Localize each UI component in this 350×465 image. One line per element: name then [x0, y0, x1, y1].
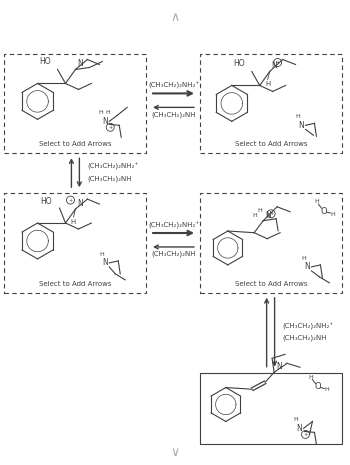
- Text: N: N: [77, 199, 83, 208]
- Text: H: H: [295, 114, 300, 120]
- Text: (CH₃CH₂)₂NH: (CH₃CH₂)₂NH: [88, 175, 132, 182]
- Text: HO: HO: [40, 197, 51, 206]
- Text: (CH₃CH₂)₂NH₂⁺: (CH₃CH₂)₂NH₂⁺: [88, 163, 139, 170]
- Bar: [4, 53, 146, 153]
- Text: +: +: [68, 198, 72, 203]
- Text: H: H: [253, 213, 258, 218]
- Text: H: H: [293, 418, 298, 422]
- Text: ∨: ∨: [170, 446, 180, 459]
- Text: N: N: [297, 424, 302, 433]
- Text: H: H: [99, 252, 104, 257]
- Text: N: N: [103, 259, 108, 267]
- Text: Select to Add Arrows: Select to Add Arrows: [235, 141, 307, 147]
- Text: N: N: [103, 117, 108, 126]
- Text: H: H: [330, 212, 335, 217]
- Text: N: N: [304, 262, 310, 272]
- Text: HO: HO: [39, 58, 50, 66]
- Text: +: +: [303, 432, 308, 437]
- Text: O: O: [314, 382, 321, 391]
- Text: N: N: [265, 211, 271, 220]
- Bar: [200, 53, 342, 153]
- Text: N: N: [272, 61, 278, 71]
- Text: +: +: [108, 125, 112, 130]
- Text: (CH₃CH₂)₂NH: (CH₃CH₂)₂NH: [151, 111, 196, 118]
- Text: Select to Add Arrows: Select to Add Arrows: [38, 141, 111, 147]
- Text: (CH₃CH₂)₂NH₂⁺: (CH₃CH₂)₂NH₂⁺: [282, 323, 334, 330]
- Text: H: H: [98, 110, 103, 115]
- Text: Select to Add Arrows: Select to Add Arrows: [235, 281, 307, 287]
- Text: N: N: [77, 60, 83, 68]
- Text: Select to Add Arrows: Select to Add Arrows: [38, 281, 111, 287]
- Text: (CH₃CH₂)₂NH: (CH₃CH₂)₂NH: [151, 251, 196, 258]
- Text: H: H: [71, 219, 76, 225]
- Text: (CH₃CH₂)₂NH₂⁺: (CH₃CH₂)₂NH₂⁺: [148, 82, 199, 89]
- Bar: [200, 193, 342, 293]
- Bar: [200, 372, 342, 445]
- Text: (CH₃CH₂)₂NH: (CH₃CH₂)₂NH: [282, 335, 327, 341]
- Text: H: H: [308, 375, 313, 380]
- Text: N: N: [276, 362, 282, 371]
- Text: H: H: [324, 387, 329, 392]
- Text: H: H: [105, 110, 110, 115]
- Text: (CH₃CH₂)₂NH₂⁺: (CH₃CH₂)₂NH₂⁺: [148, 222, 199, 229]
- Text: H: H: [258, 208, 262, 213]
- Text: +: +: [275, 60, 280, 65]
- Text: N: N: [299, 121, 304, 130]
- Text: H: H: [301, 256, 306, 261]
- Text: O: O: [320, 206, 327, 216]
- Text: H: H: [265, 81, 270, 87]
- Bar: [4, 193, 146, 293]
- Text: ∧: ∧: [170, 11, 180, 24]
- Text: H: H: [314, 199, 319, 204]
- Text: HO: HO: [233, 60, 245, 68]
- Text: +: +: [269, 211, 273, 216]
